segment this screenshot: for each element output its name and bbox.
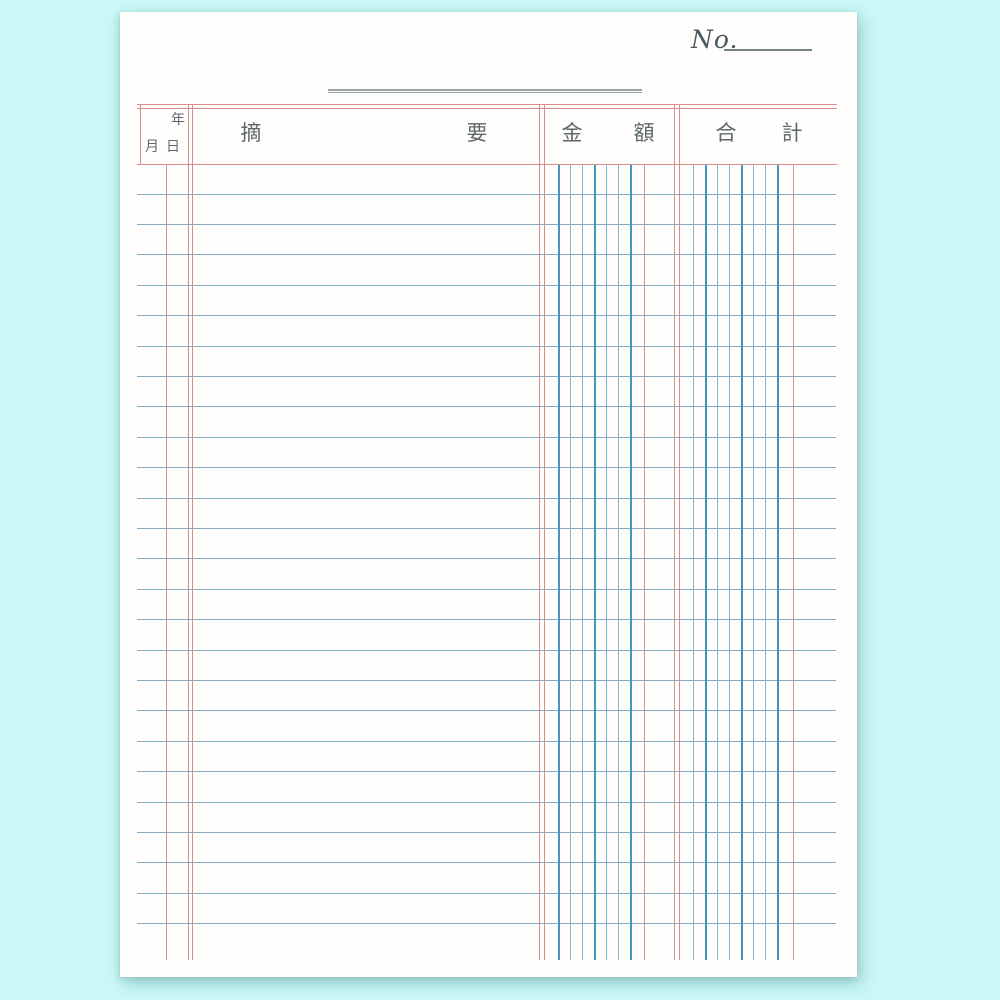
column-divider-rule: [543, 104, 545, 960]
header-amount-char1: 金: [561, 121, 583, 145]
row-rule: [137, 527, 836, 530]
row-rule: [137, 923, 836, 925]
row-rule: [137, 375, 836, 378]
row-rule: [137, 345, 836, 347]
total-digit-rule: [753, 165, 754, 960]
total-digit-rule: [717, 165, 718, 960]
row-rule: [137, 740, 836, 742]
row-rule: [137, 254, 836, 256]
total-digit-rule: [705, 165, 707, 960]
column-divider-rule: [539, 104, 541, 960]
row-rule: [137, 284, 836, 286]
row-rule: [137, 223, 836, 226]
column-divider-rule: [140, 104, 142, 164]
row-rule: [137, 436, 836, 438]
row-rule: [137, 862, 836, 864]
row-rule: [137, 467, 836, 469]
row-rule: [137, 892, 836, 894]
title-underline-rule: [328, 89, 642, 93]
total-digit-rule: [741, 165, 743, 960]
amount-digit-rule: [594, 165, 596, 960]
amount-digit-rule: [582, 165, 583, 960]
column-divider-rule: [674, 104, 676, 960]
amount-digit-rule: [570, 165, 571, 960]
total-digit-rule: [765, 165, 766, 960]
header-summary-char2: 要: [466, 121, 488, 145]
column-divider-rule: [187, 104, 189, 960]
header-day-label: 日: [166, 139, 180, 155]
header-top-rule: [137, 107, 837, 109]
amount-digit-rule: [630, 165, 632, 960]
total-digit-rule: [693, 165, 694, 960]
row-rule: [137, 771, 836, 773]
header-top-rule: [137, 104, 837, 106]
header-total-char2: 計: [781, 121, 803, 145]
header-bottom-rule: [137, 163, 837, 166]
row-rule: [137, 558, 836, 560]
column-divider-rule: [191, 104, 193, 960]
row-rule: [137, 679, 836, 682]
header-amount-char2: 額: [633, 121, 655, 145]
header-summary-char1: 摘: [240, 121, 262, 145]
header-month-label: 月: [145, 139, 159, 155]
column-divider-rule: [678, 104, 680, 960]
total-digit-rule: [729, 165, 730, 960]
row-rule: [137, 193, 836, 195]
row-rule: [137, 619, 836, 621]
digit-stop-red-rule: [644, 163, 646, 960]
row-rule: [137, 497, 836, 499]
header-total-char1: 合: [715, 121, 737, 145]
row-rule: [137, 406, 836, 408]
no-underline: [724, 49, 812, 51]
row-rule: [137, 315, 836, 317]
amount-digit-rule: [606, 165, 607, 960]
header-year-label: 年: [171, 112, 185, 128]
row-rule: [137, 831, 836, 834]
ledger-paper: No. 年 月 日 摘 要 金 額 合 計: [120, 12, 857, 977]
row-rule: [137, 801, 836, 803]
amount-digit-rule: [618, 165, 619, 960]
digit-stop-red-rule: [792, 163, 794, 960]
row-rule: [137, 649, 836, 651]
column-divider-rule: [165, 163, 167, 960]
amount-digit-rule: [558, 165, 560, 960]
total-digit-rule: [777, 165, 779, 960]
row-rule: [137, 710, 836, 712]
row-rule: [137, 588, 836, 590]
